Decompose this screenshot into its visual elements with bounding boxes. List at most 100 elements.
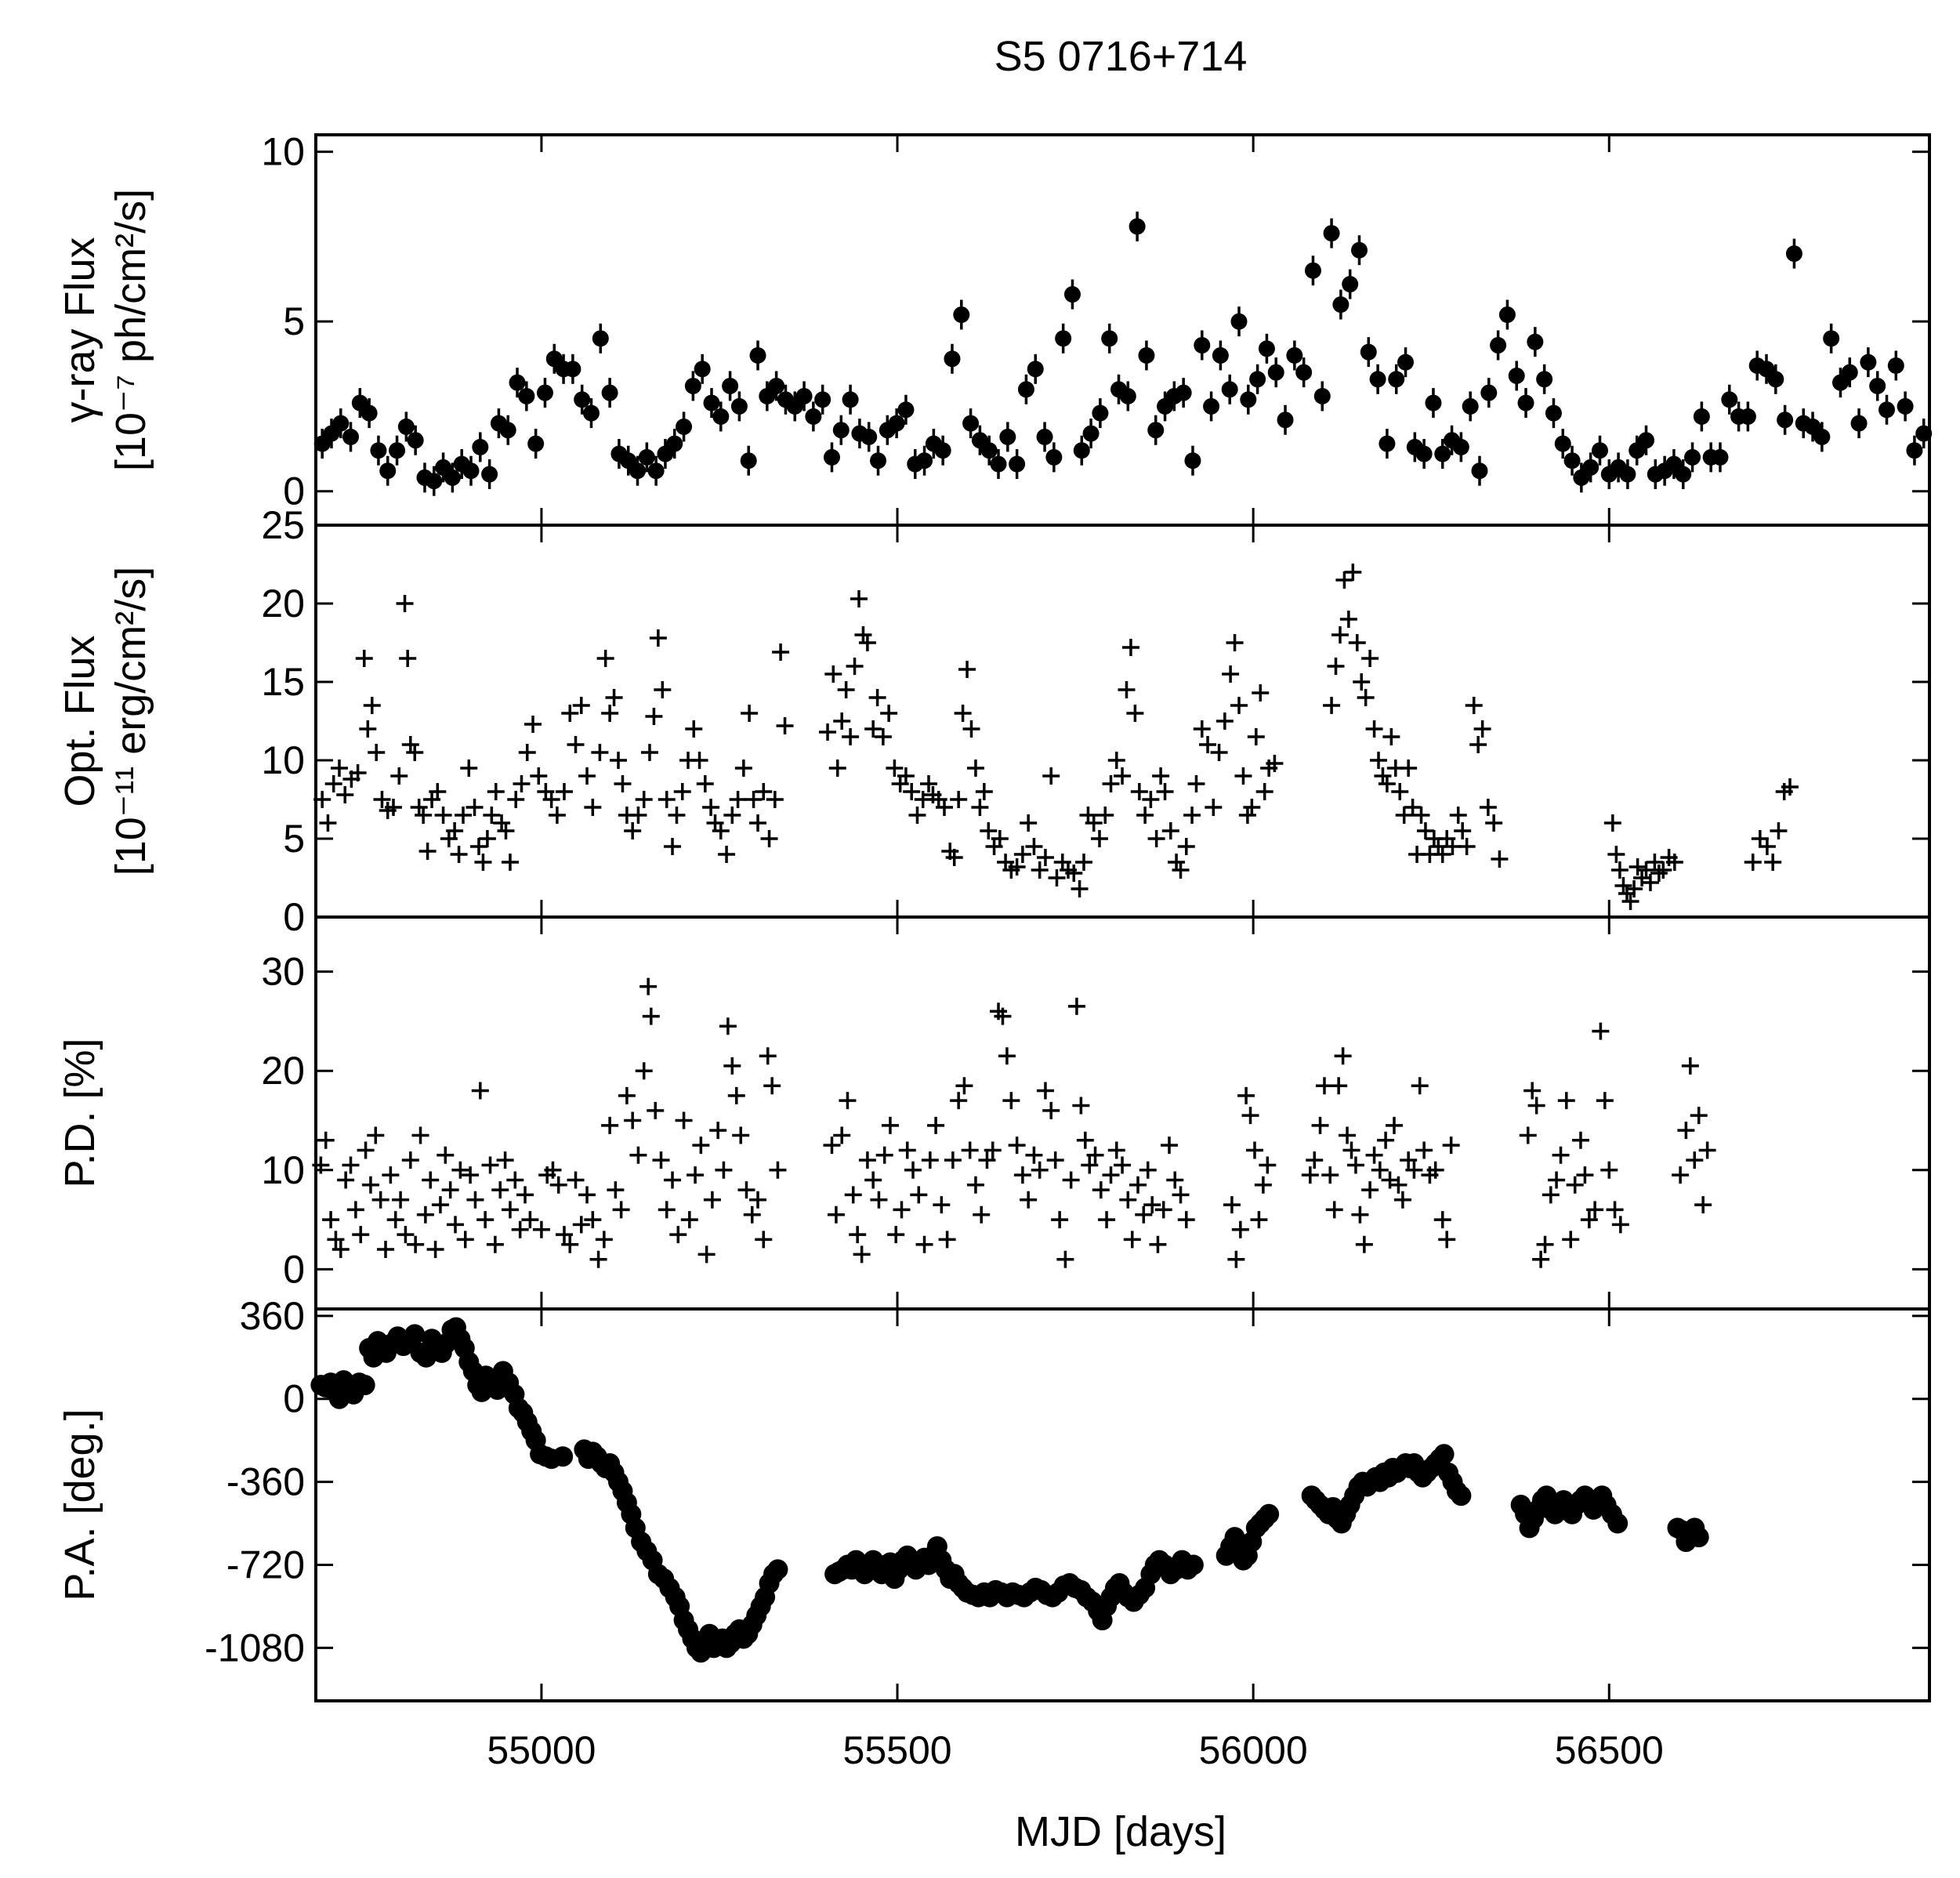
data-point bbox=[1542, 1186, 1560, 1204]
data-point bbox=[734, 760, 752, 777]
data-point bbox=[1304, 262, 1321, 279]
data-point bbox=[755, 1231, 773, 1249]
data-point bbox=[596, 650, 614, 667]
data-point bbox=[1607, 1513, 1629, 1534]
data-point bbox=[536, 384, 553, 401]
data-point bbox=[1086, 1146, 1104, 1164]
x-tick-label: 55500 bbox=[843, 1728, 952, 1772]
data-point bbox=[1557, 1092, 1575, 1110]
data-point bbox=[1351, 1205, 1369, 1224]
data-point bbox=[1391, 783, 1409, 800]
data-point bbox=[853, 1245, 871, 1263]
x-tick-label: 56000 bbox=[1199, 1728, 1308, 1772]
data-point bbox=[1361, 650, 1379, 667]
data-point bbox=[685, 720, 703, 738]
data-point bbox=[955, 1077, 973, 1095]
data-point bbox=[945, 849, 963, 866]
data-point bbox=[1249, 371, 1266, 388]
data-point bbox=[1536, 1235, 1554, 1253]
data-point bbox=[507, 791, 525, 808]
data-point bbox=[555, 1226, 573, 1244]
data-point bbox=[1342, 1141, 1360, 1159]
data-point bbox=[730, 397, 748, 415]
data-point bbox=[1339, 1126, 1357, 1144]
data-point bbox=[373, 791, 391, 808]
data-point bbox=[1172, 861, 1190, 879]
data-point bbox=[635, 791, 653, 808]
y-axis-title: P.D. [%] bbox=[56, 1038, 103, 1187]
data-point bbox=[1566, 1176, 1584, 1194]
data-point bbox=[1379, 435, 1396, 452]
data-point bbox=[624, 822, 642, 839]
data-point bbox=[755, 783, 773, 800]
data-point bbox=[991, 830, 1009, 847]
data-point bbox=[346, 1201, 364, 1219]
data-point bbox=[1400, 1151, 1418, 1169]
y-tick-label: 10 bbox=[261, 738, 305, 782]
data-point bbox=[846, 658, 864, 675]
data-point bbox=[1045, 448, 1063, 466]
data-point bbox=[870, 452, 887, 470]
data-point bbox=[1147, 422, 1165, 439]
data-point bbox=[827, 1205, 845, 1224]
data-point bbox=[1139, 1161, 1157, 1179]
y-tick-label: 5 bbox=[283, 817, 305, 861]
data-point bbox=[849, 1226, 867, 1244]
data-point bbox=[1860, 353, 1877, 371]
data-point bbox=[1166, 1171, 1184, 1189]
data-point bbox=[397, 418, 415, 435]
data-point bbox=[1210, 744, 1228, 761]
data-point bbox=[462, 462, 480, 480]
series-pa bbox=[310, 1317, 1709, 1663]
data-point bbox=[903, 783, 921, 800]
data-point bbox=[875, 1146, 893, 1164]
data-point bbox=[544, 1161, 562, 1179]
data-point bbox=[354, 1375, 375, 1396]
data-point bbox=[772, 644, 790, 661]
data-point bbox=[527, 435, 545, 452]
data-point bbox=[317, 1131, 335, 1149]
data-point bbox=[1433, 1211, 1451, 1229]
data-point bbox=[1168, 854, 1186, 871]
data-point bbox=[1107, 1141, 1125, 1159]
data-point bbox=[591, 744, 609, 761]
data-point bbox=[567, 736, 585, 753]
data-point bbox=[1250, 1211, 1268, 1229]
data-point bbox=[1552, 1146, 1570, 1164]
data-point bbox=[897, 767, 915, 785]
data-point bbox=[1365, 720, 1383, 738]
data-point bbox=[647, 462, 665, 480]
data-point bbox=[1237, 1086, 1255, 1104]
data-point bbox=[881, 1116, 899, 1134]
data-point bbox=[542, 791, 560, 808]
data-point bbox=[532, 1220, 550, 1238]
data-point bbox=[629, 1146, 647, 1164]
data-point bbox=[367, 1126, 385, 1144]
panel-pd: 0 10 20 30 P.D. [%] bbox=[56, 917, 1929, 1309]
data-point bbox=[578, 767, 596, 785]
data-point bbox=[1479, 799, 1497, 816]
data-point bbox=[658, 1201, 676, 1219]
data-point bbox=[572, 1216, 590, 1234]
data-point bbox=[1323, 225, 1340, 242]
data-point bbox=[1323, 697, 1341, 714]
x-axis: 55000 55500 56000 56500 bbox=[487, 1728, 1663, 1772]
data-point bbox=[1346, 1156, 1364, 1174]
data-point bbox=[740, 452, 757, 470]
data-point bbox=[1238, 807, 1256, 824]
data-point bbox=[718, 846, 736, 863]
data-point bbox=[766, 791, 784, 808]
data-point bbox=[444, 469, 461, 486]
data-point bbox=[823, 448, 840, 466]
data-point bbox=[1076, 1131, 1094, 1149]
data-point bbox=[1334, 1047, 1352, 1065]
data-point bbox=[658, 791, 676, 808]
data-point bbox=[694, 361, 711, 378]
data-point bbox=[737, 1181, 755, 1199]
data-point bbox=[359, 720, 377, 738]
data-point bbox=[962, 720, 980, 738]
data-point bbox=[1698, 1141, 1716, 1159]
data-point bbox=[524, 716, 542, 733]
data-point bbox=[1245, 1141, 1263, 1159]
data-point bbox=[741, 705, 759, 722]
